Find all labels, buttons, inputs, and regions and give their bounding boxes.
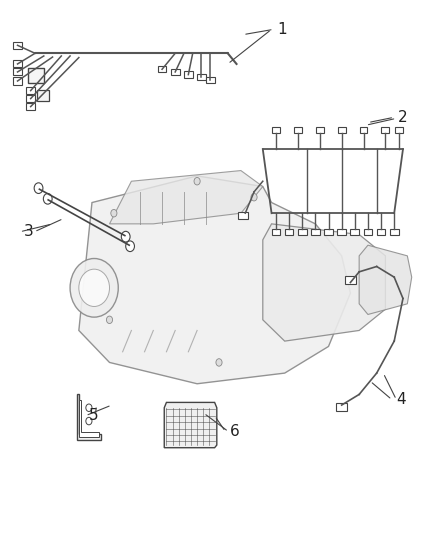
Bar [197, 74, 206, 80]
Bar [28, 68, 44, 83]
Text: 6: 6 [230, 424, 239, 439]
Circle shape [194, 177, 200, 185]
Text: 1: 1 [278, 22, 287, 37]
Bar [298, 229, 307, 235]
Bar [238, 212, 248, 220]
Circle shape [70, 259, 118, 317]
Bar [13, 68, 22, 76]
Bar [13, 42, 22, 49]
Circle shape [126, 241, 134, 252]
Circle shape [216, 359, 222, 366]
Bar [381, 127, 389, 133]
Bar [13, 77, 22, 85]
Bar [336, 403, 347, 410]
Polygon shape [164, 402, 217, 448]
Polygon shape [263, 224, 385, 341]
Circle shape [106, 316, 113, 324]
Polygon shape [359, 245, 412, 314]
Bar [285, 229, 293, 235]
Bar [171, 69, 180, 75]
Bar [316, 127, 324, 133]
Bar [26, 87, 35, 94]
Text: 2: 2 [398, 110, 408, 125]
Bar [364, 229, 372, 235]
Circle shape [121, 231, 130, 242]
Polygon shape [110, 171, 263, 224]
Bar [337, 229, 346, 235]
Bar [26, 103, 35, 110]
Bar [377, 229, 385, 235]
Bar [395, 127, 403, 133]
Bar [13, 60, 22, 68]
Bar [206, 77, 215, 83]
Bar [272, 229, 280, 235]
Bar [338, 127, 346, 133]
Bar [390, 229, 399, 235]
Bar [26, 95, 35, 102]
Circle shape [86, 404, 92, 411]
Polygon shape [79, 400, 99, 437]
Bar [350, 229, 359, 235]
Polygon shape [77, 394, 101, 440]
Bar [360, 127, 367, 133]
Bar [158, 66, 166, 72]
Bar [37, 90, 49, 101]
Bar [345, 276, 356, 284]
Circle shape [79, 269, 110, 306]
Circle shape [111, 209, 117, 217]
Text: 5: 5 [89, 408, 99, 423]
Circle shape [34, 183, 43, 193]
Polygon shape [79, 176, 350, 384]
Text: 4: 4 [396, 392, 406, 407]
Bar [294, 127, 302, 133]
Circle shape [43, 193, 52, 204]
Bar [324, 229, 333, 235]
Circle shape [86, 417, 92, 425]
Circle shape [251, 193, 257, 201]
Bar [184, 71, 193, 78]
Text: 3: 3 [24, 224, 33, 239]
Bar [272, 127, 280, 133]
Bar [311, 229, 320, 235]
